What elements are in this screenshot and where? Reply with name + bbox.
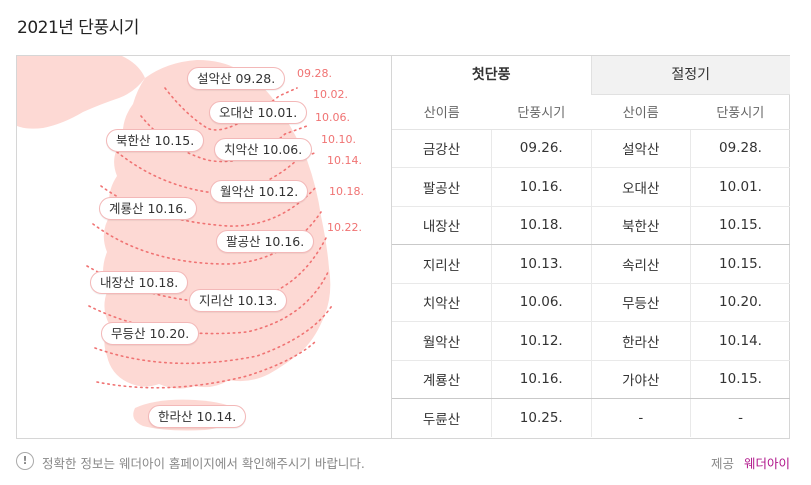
table-row: 두륜산 10.25. - - xyxy=(392,398,790,437)
table-cell: - xyxy=(738,410,743,426)
korea-map: 09.28. 10.02. 10.06. 10.10. 10.14. 10.18… xyxy=(17,56,391,438)
table-cell: 10.15. xyxy=(690,360,790,399)
map-label-seoraksan[interactable]: 설악산 09.28. xyxy=(187,67,286,90)
map-label-odaesan[interactable]: 오대산 10.01. xyxy=(209,101,308,124)
table-header-row: 산이름 단풍시기 산이름 단풍시기 xyxy=(392,95,790,130)
table-cell: 치악산 xyxy=(392,283,492,322)
table-cell: 10.01. xyxy=(690,167,790,207)
table-cell: 두륜산 xyxy=(392,398,492,437)
date-line-label: 10.18. xyxy=(329,185,364,198)
footer: ! 정확한 정보는 웨더아이 홈페이지에서 확인해주시기 바랍니다. 제공 웨더… xyxy=(16,452,790,472)
map-label-bukhansan[interactable]: 북한산 10.15. xyxy=(106,129,205,152)
column-header-mountain: 산이름 xyxy=(392,95,492,130)
date-line-label: 10.14. xyxy=(327,154,362,167)
table-row: 치악산 10.06. 무등산 10.20. xyxy=(392,283,790,322)
map-label-naejangsan[interactable]: 내장산 10.18. xyxy=(90,271,189,294)
table-cell: 10.18. xyxy=(491,206,592,245)
foliage-table: 산이름 단풍시기 산이름 단풍시기 금강산 09.26. 설악산 09.28. … xyxy=(392,95,790,437)
map-label-woraksan[interactable]: 월악산 10.12. xyxy=(210,180,309,203)
tab-bar: 첫단풍 절정기 xyxy=(392,56,790,95)
notice-text: 정확한 정보는 웨더아이 홈페이지에서 확인해주시기 바랍니다. xyxy=(42,456,365,471)
table-cell: 09.26. xyxy=(491,129,592,168)
table-cell: 월악산 xyxy=(392,321,492,361)
table-row: 계룡산 10.16. 가야산 10.15. xyxy=(392,360,790,399)
table-cell: 10.14. xyxy=(690,321,790,361)
map-label-gyeryongsan[interactable]: 계룡산 10.16. xyxy=(99,197,198,220)
table-cell: 속리산 xyxy=(591,244,691,284)
table-cell: 10.15. xyxy=(690,206,790,245)
table-row: 월악산 10.12. 한라산 10.14. xyxy=(392,321,790,361)
table-cell: 계룡산 xyxy=(392,360,492,399)
table-cell: 오대산 xyxy=(591,167,691,207)
table-cell: 10.25. xyxy=(491,398,592,437)
table-row: 금강산 09.26. 설악산 09.28. xyxy=(392,129,790,168)
table-cell: - xyxy=(591,398,691,437)
provider-credit: 제공 웨더아이 xyxy=(711,453,790,472)
map-label-hallasan[interactable]: 한라산 10.14. xyxy=(148,405,247,428)
table-cell: 10.20. xyxy=(690,283,790,322)
foliage-table-panel: 첫단풍 절정기 산이름 단풍시기 산이름 단풍시기 금강산 09.26. 설악산… xyxy=(391,56,790,438)
north-region-shape xyxy=(17,56,145,129)
table-cell: 무등산 xyxy=(591,283,691,322)
table-row: 내장산 10.18. 북한산 10.15. xyxy=(392,206,790,245)
map-label-chiaksan[interactable]: 치악산 10.06. xyxy=(214,138,313,161)
column-header-date: 단풍시기 xyxy=(491,95,591,130)
table-cell: 10.13. xyxy=(491,244,592,284)
map-label-mudeungsan[interactable]: 무등산 10.20. xyxy=(101,322,200,345)
table-cell: 09.28. xyxy=(690,129,790,168)
table-cell: 지리산 xyxy=(392,244,492,284)
provider-label: 제공 xyxy=(710,456,734,471)
tab-peak-foliage[interactable]: 절정기 xyxy=(591,56,790,95)
table-cell: 금강산 xyxy=(392,129,492,168)
table-cell: 설악산 xyxy=(591,129,691,168)
column-header-date: 단풍시기 xyxy=(690,95,790,130)
table-cell: 한라산 xyxy=(591,321,691,361)
provider-link[interactable]: 웨더아이 xyxy=(743,456,790,471)
column-header-mountain: 산이름 xyxy=(591,95,691,130)
date-line-label: 10.02. xyxy=(313,88,348,101)
table-cell: 내장산 xyxy=(392,206,492,245)
map-label-jirisan[interactable]: 지리산 10.13. xyxy=(189,289,288,312)
korea-map-graphic: 09.28. 10.02. 10.06. 10.10. 10.14. 10.18… xyxy=(17,56,364,431)
date-line-label: 10.06. xyxy=(315,111,350,124)
page-title: 2021년 단풍시기 xyxy=(17,18,139,38)
table-cell: 팔공산 xyxy=(392,167,492,207)
table-cell: 10.16. xyxy=(491,167,592,207)
table-cell: 가야산 xyxy=(591,360,691,399)
table-cell: 10.12. xyxy=(491,321,592,361)
tab-first-foliage[interactable]: 첫단풍 xyxy=(392,56,592,95)
map-label-palgongsan[interactable]: 팔공산 10.16. xyxy=(216,230,315,253)
table-cell: 10.15. xyxy=(690,244,790,284)
date-line-label: 10.10. xyxy=(321,133,356,146)
table-cell: 북한산 xyxy=(591,206,691,245)
date-line-label: 10.22. xyxy=(327,221,362,234)
table-cell: 10.06. xyxy=(491,283,592,322)
table-row: 팔공산 10.16. 오대산 10.01. xyxy=(392,167,790,207)
table-row: 지리산 10.13. 속리산 10.15. xyxy=(392,244,790,284)
foliage-panel: 09.28. 10.02. 10.06. 10.10. 10.14. 10.18… xyxy=(16,55,790,439)
table-cell: 10.16. xyxy=(491,360,592,399)
date-line-label: 09.28. xyxy=(297,67,332,80)
exclamation-icon: ! xyxy=(16,452,34,470)
